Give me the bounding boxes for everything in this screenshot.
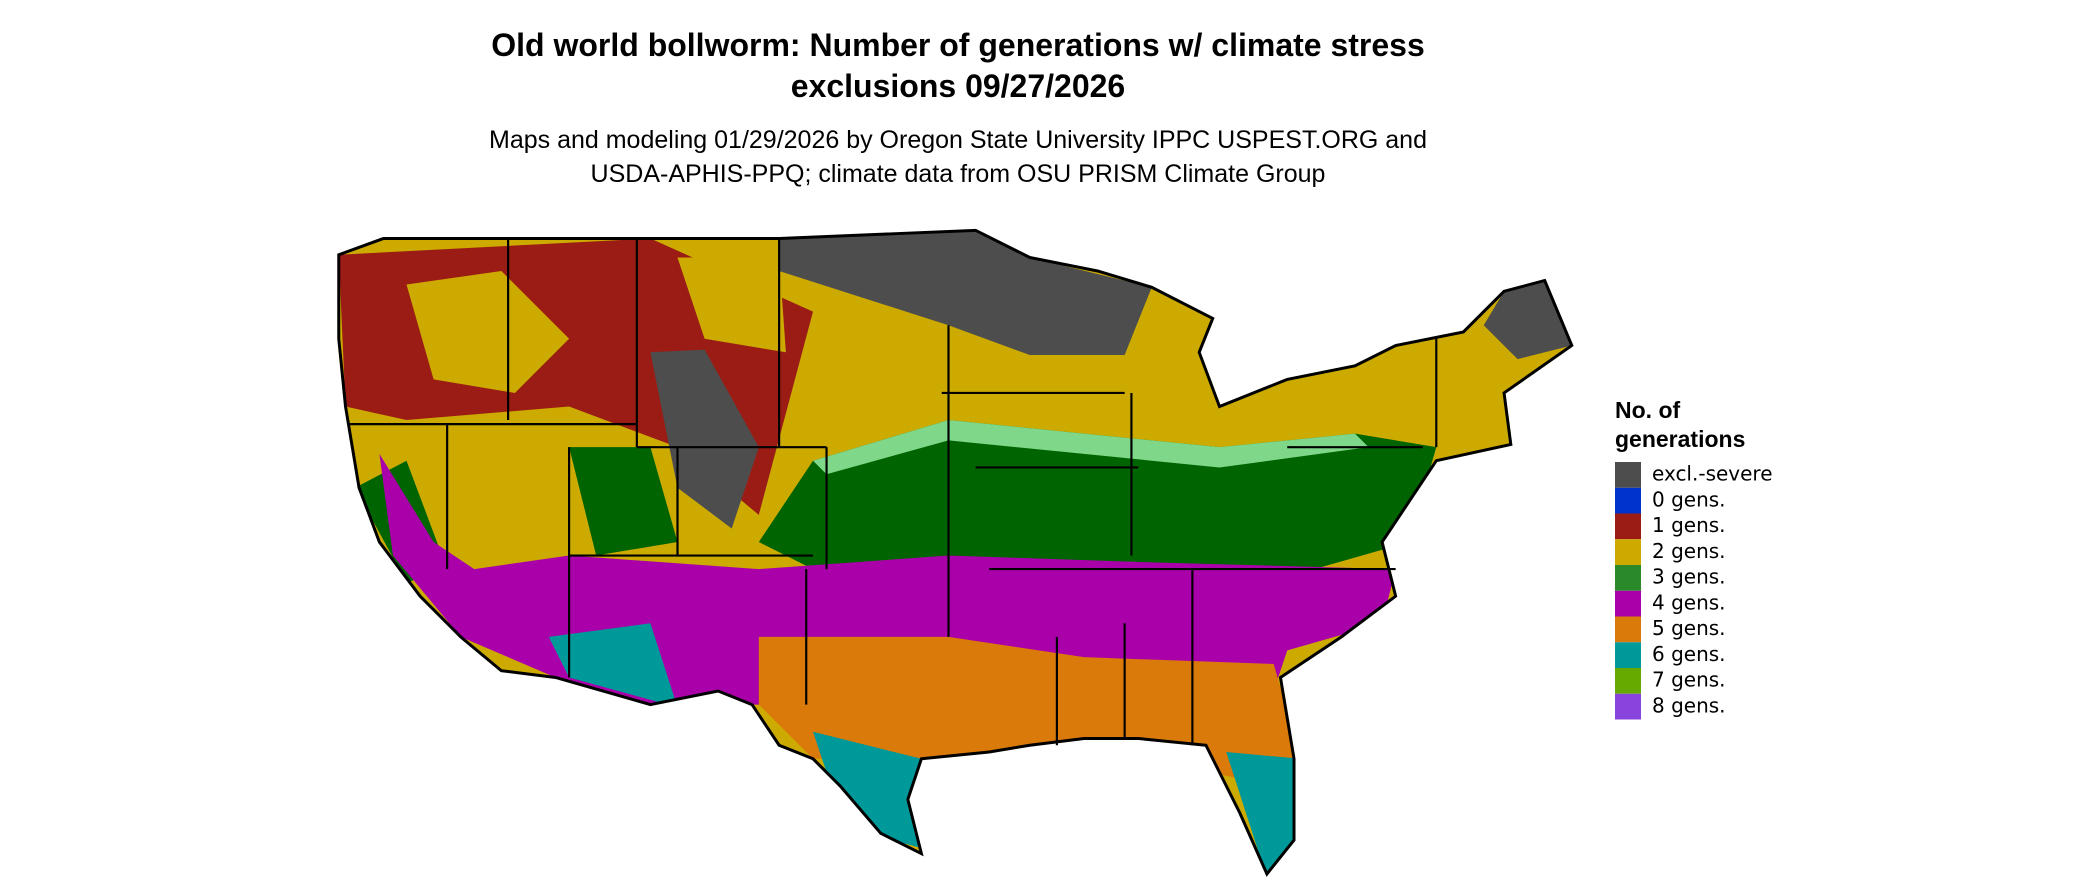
- title-line: Old world bollworm: Number of generation…: [491, 27, 1425, 63]
- legend-title: No. of: [1615, 397, 1680, 423]
- legend-swatch: [1615, 539, 1641, 565]
- legend-label: 4 gens.: [1652, 590, 1726, 614]
- legend-swatch: [1615, 565, 1641, 591]
- us-map: [337, 228, 1574, 877]
- region-excluded: [779, 230, 1152, 356]
- legend-label: 1 gens.: [1652, 513, 1726, 537]
- title: Old world bollworm: Number of generation…: [489, 27, 1427, 188]
- region-6-gens: [813, 731, 942, 854]
- legend-swatch: [1615, 616, 1641, 643]
- legend-label: 8 gens.: [1652, 693, 1726, 717]
- legend-swatch: [1615, 668, 1641, 694]
- state-boundary: [349, 238, 1438, 746]
- legend-swatch: [1615, 513, 1641, 540]
- subtitle-line: Maps and modeling 01/29/2026 by Oregon S…: [489, 126, 1427, 154]
- legend-label: 0 gens.: [1652, 487, 1726, 511]
- region-3-gens-edge: [813, 420, 1369, 475]
- region-2-gens: [406, 271, 570, 393]
- us-outline: [337, 228, 1574, 877]
- region-2-gens: [677, 257, 786, 353]
- state-lines: [349, 238, 1438, 746]
- legend-label: 7 gens.: [1652, 668, 1726, 692]
- legend-label: 5 gens.: [1652, 616, 1726, 640]
- region-6-gens: [1226, 752, 1301, 874]
- legend-title: generations: [1615, 426, 1745, 452]
- legend-label: 2 gens.: [1652, 539, 1726, 563]
- legend-swatch: [1615, 487, 1641, 514]
- legend-label: 6 gens.: [1652, 642, 1726, 666]
- legend-label: 3 gens.: [1652, 565, 1726, 589]
- legend-swatch: [1615, 642, 1641, 668]
- legend-swatch: [1615, 693, 1641, 720]
- map-regions: [338, 230, 1572, 874]
- region-3-gens: [569, 447, 678, 556]
- subtitle-line: USDA-APHIS-PPQ; climate data from OSU PR…: [591, 160, 1326, 188]
- legend-swatch: [1615, 462, 1641, 488]
- region-excluded: [1483, 280, 1572, 360]
- region-3-gens: [758, 420, 1437, 597]
- legend-label: excl.-severe: [1652, 462, 1773, 486]
- region-6-gens: [548, 623, 678, 708]
- legend-swatch: [1615, 590, 1641, 617]
- title-line: exclusions 09/27/2026: [791, 68, 1125, 104]
